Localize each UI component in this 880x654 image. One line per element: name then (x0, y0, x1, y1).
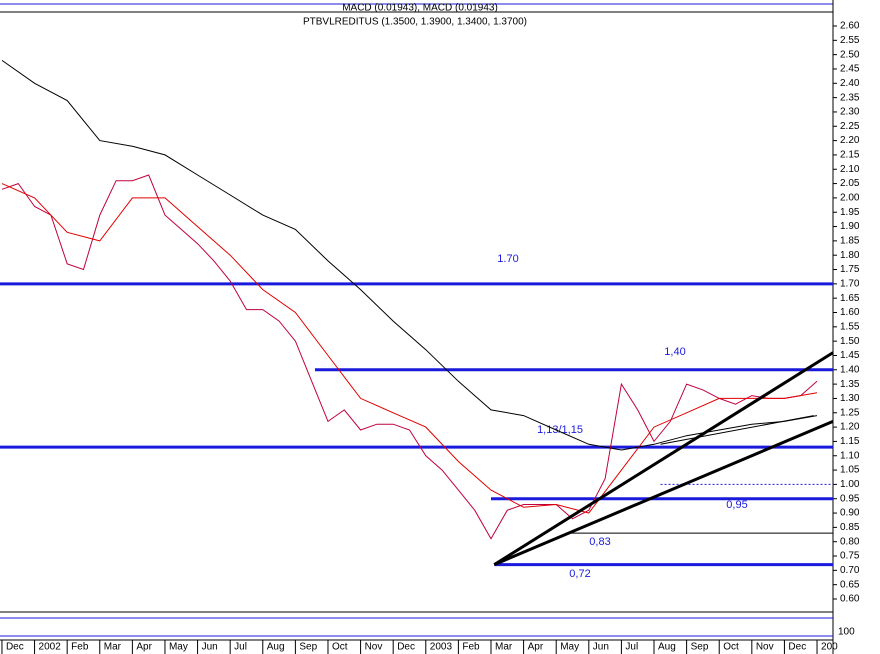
price-line (1, 59, 818, 451)
x-tick-label: Nov (756, 642, 774, 653)
y-tick-label: 1.65 (840, 293, 860, 304)
y-tick-label: 2.35 (840, 92, 860, 103)
level-label: 1,40 (664, 346, 685, 358)
y-tick-label: 1.90 (840, 221, 860, 232)
y-tick-label: 1.80 (840, 250, 860, 261)
y-tick-label: 0.65 (840, 579, 860, 590)
x-tick-label: 200 (821, 642, 838, 653)
level-label: 0,83 (589, 536, 610, 548)
x-tick-label: 2002 (39, 642, 62, 653)
y-tick-label: 1.45 (840, 350, 860, 361)
price-line (1, 174, 818, 540)
x-tick-label: May (560, 642, 579, 653)
x-tick-label: Jul (234, 642, 247, 653)
y-tick-label: 2.60 (840, 21, 860, 32)
y-tick-label: 2.25 (840, 121, 860, 132)
y-tick-label: 1.85 (840, 236, 860, 247)
y-tick-label: 2.00 (840, 193, 860, 204)
y-tick-label: 1.25 (840, 407, 860, 418)
x-tick-label: Oct (723, 642, 739, 653)
level-label: 1.70 (497, 253, 518, 265)
x-tick-label: Apr (136, 642, 152, 653)
x-tick-label: Jul (625, 642, 638, 653)
y-tick-label: 2.05 (840, 178, 860, 189)
y-tick-label: 1.60 (840, 307, 860, 318)
y-tick-label: 2.10 (840, 164, 860, 175)
y-tick-label: 0.90 (840, 508, 860, 519)
x-tick-label: May (169, 642, 188, 653)
y-tick-label: 1.10 (840, 450, 860, 461)
y-tick-label: 1.50 (840, 336, 860, 347)
x-tick-label: Mar (495, 642, 513, 653)
trendline (493, 419, 834, 567)
x-tick-label: Sep (299, 642, 317, 653)
level-label: 1,13/1,15 (537, 424, 583, 436)
y-tick-label: 1.70 (840, 278, 860, 289)
x-tick-label: Jun (593, 642, 609, 653)
x-tick-label: Feb (462, 642, 480, 653)
y-tick-label: 1.05 (840, 465, 860, 476)
y-tick-label: 0.80 (840, 536, 860, 547)
y-tick-label: 1.40 (840, 364, 860, 375)
y-tick-label: 0.85 (840, 522, 860, 533)
lower-panel-label: 100 (838, 627, 855, 638)
price-line (1, 183, 818, 514)
x-tick-label: Nov (365, 642, 383, 653)
y-tick-label: 1.15 (840, 436, 860, 447)
x-tick-label: Aug (658, 642, 676, 653)
y-tick-label: 0.75 (840, 551, 860, 562)
x-tick-label: Feb (71, 642, 89, 653)
x-tick-label: Mar (104, 642, 122, 653)
y-tick-label: 1.00 (840, 479, 860, 490)
y-tick-label: 1.55 (840, 321, 860, 332)
y-tick-label: 0.70 (840, 565, 860, 576)
x-tick-label: Oct (332, 642, 348, 653)
x-tick-label: Sep (691, 642, 709, 653)
x-tick-label: Dec (397, 642, 415, 653)
y-tick-label: 1.20 (840, 422, 860, 433)
y-tick-label: 2.30 (840, 107, 860, 118)
chart-title: PTBVLREDITUS (1.3500, 1.3900, 1.3400, 1.… (303, 17, 527, 28)
y-tick-label: 2.20 (840, 135, 860, 146)
x-tick-label: Aug (267, 642, 285, 653)
y-tick-label: 0.60 (840, 594, 860, 605)
y-tick-label: 1.30 (840, 393, 860, 404)
x-tick-label: Dec (6, 642, 24, 653)
upper-panel-title: MACD (0.01943), MACD (0.01943) (342, 3, 498, 14)
x-tick-label: Apr (528, 642, 544, 653)
y-tick-label: 1.75 (840, 264, 860, 275)
level-label: 0,95 (726, 499, 747, 511)
y-tick-label: 2.40 (840, 78, 860, 89)
y-tick-label: 2.15 (840, 150, 860, 161)
y-tick-label: 2.45 (840, 64, 860, 75)
y-tick-label: 1.95 (840, 207, 860, 218)
trendline (493, 351, 834, 566)
y-tick-label: 2.55 (840, 35, 860, 46)
x-tick-label: Jun (202, 642, 218, 653)
trendline (660, 415, 814, 445)
x-tick-label: Dec (788, 642, 806, 653)
y-tick-label: 2.50 (840, 49, 860, 60)
x-tick-label: 2003 (430, 642, 453, 653)
y-tick-label: 0.95 (840, 493, 860, 504)
level-label: 0,72 (569, 568, 590, 580)
y-tick-label: 1.35 (840, 379, 860, 390)
